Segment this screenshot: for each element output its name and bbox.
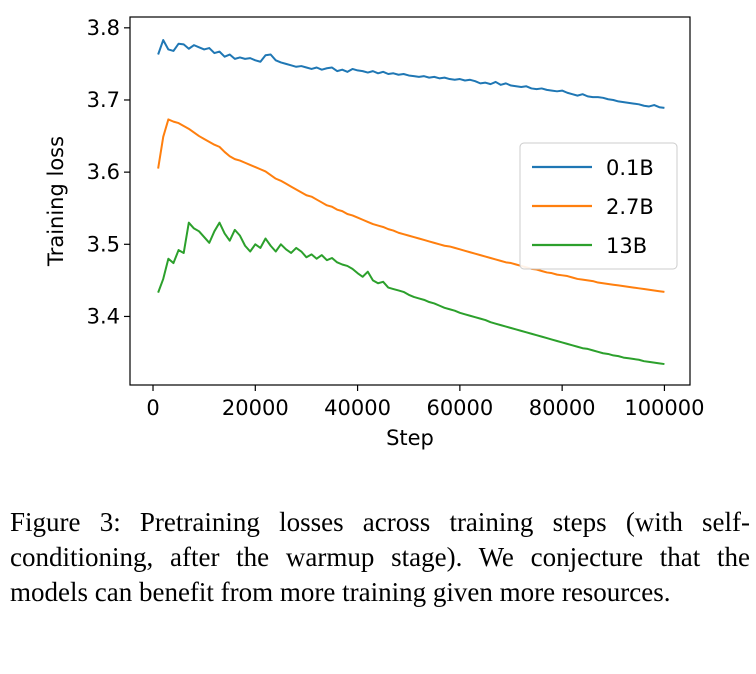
y-tick-label: 3.5 xyxy=(87,232,120,256)
x-tick-label: 80000 xyxy=(529,396,596,420)
x-axis-title: Step xyxy=(386,426,434,450)
x-tick-label: 40000 xyxy=(324,396,391,420)
axes-layer xyxy=(129,16,691,386)
y-tick-label: 3.4 xyxy=(87,304,120,328)
y-axis-title: Training loss xyxy=(44,136,68,267)
legend: 0.1B 2.7B 13B xyxy=(519,142,678,270)
x-tick-label: 60000 xyxy=(426,396,493,420)
series-line-2_7B xyxy=(157,118,665,293)
ticks-layer: 0 20000 40000 60000 80000 100000 3.4 3.5 3.6 3.7 3… xyxy=(87,16,705,420)
figure-caption: Figure 3: Pretraining losses across trai… xyxy=(10,507,750,607)
plot-frame xyxy=(129,16,691,386)
y-tick-label: 3.6 xyxy=(87,160,120,184)
x-tick-label: 100000 xyxy=(624,396,704,420)
y-tick-label: 3.8 xyxy=(87,16,120,40)
legend-box xyxy=(519,142,678,270)
legend-label: 2.7B xyxy=(606,195,654,219)
y-tick-label: 3.7 xyxy=(87,88,120,112)
series-line-13B xyxy=(157,221,665,366)
legend-label: 0.1B xyxy=(606,156,654,180)
series-layer xyxy=(157,39,665,366)
legend-label: 13B xyxy=(606,234,647,258)
x-tick-label: 0 xyxy=(146,396,159,420)
x-tick-label: 20000 xyxy=(222,396,289,420)
training-loss-chart: 0 20000 40000 60000 80000 100000 3.4 3.5 3.6 3.7 3… xyxy=(44,16,705,450)
series-line-0_1B xyxy=(157,39,665,109)
